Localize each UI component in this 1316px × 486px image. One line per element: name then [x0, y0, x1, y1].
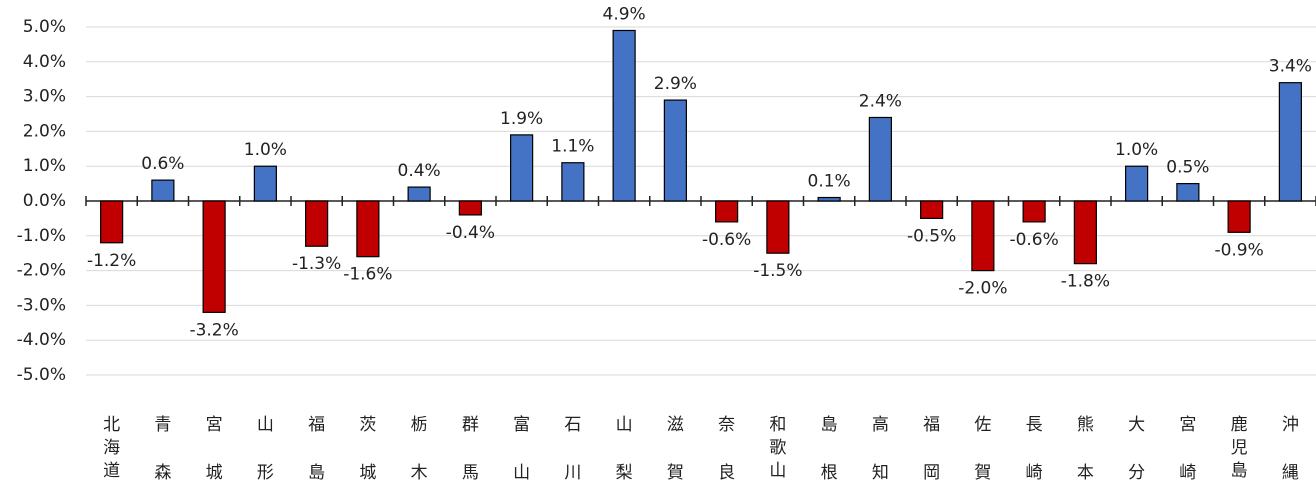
data-label: -0.6%: [702, 230, 751, 250]
x-tick-label: 茨城: [359, 415, 376, 483]
x-tick-label: 奈良: [718, 415, 735, 483]
data-label: 2.4%: [859, 91, 902, 111]
data-label: -0.6%: [1009, 230, 1058, 250]
y-tick-label: 1.0%: [23, 156, 66, 176]
bar: [920, 200, 944, 219]
bar: [715, 200, 739, 223]
data-label: 2.9%: [654, 74, 697, 94]
data-label: -1.2%: [87, 251, 136, 271]
x-tick-label: 富山: [513, 415, 530, 483]
bar: [202, 200, 226, 313]
x-tick-label: 宮城: [206, 415, 223, 483]
data-label: 1.1%: [551, 137, 594, 157]
data-label: 1.9%: [500, 109, 543, 129]
bar: [253, 165, 277, 202]
x-tick-label: 島根: [821, 415, 838, 483]
x-tick-label: 佐賀: [974, 415, 991, 483]
y-tick-label: -3.0%: [17, 295, 66, 315]
data-label: -0.9%: [1214, 240, 1263, 260]
y-tick-label: 5.0%: [23, 17, 66, 37]
data-label: 0.1%: [808, 172, 851, 192]
bar: [100, 200, 124, 244]
data-label: 0.4%: [398, 161, 441, 181]
bar: [561, 162, 585, 202]
x-tick-label: 大分: [1128, 415, 1145, 483]
data-label: 4.9%: [603, 4, 646, 24]
bar: [407, 186, 431, 202]
bar: [612, 29, 636, 202]
bar: [1125, 165, 1149, 202]
data-label: 0.6%: [141, 154, 184, 174]
x-tick-label: 宮崎: [1179, 415, 1196, 483]
x-tick-label: 石川: [564, 415, 581, 483]
x-tick-label: 福島: [308, 415, 325, 483]
bar: [868, 116, 892, 202]
x-tick-label: 長崎: [1026, 415, 1043, 483]
y-tick-label: 0.0%: [23, 191, 66, 211]
x-tick-label: 滋賀: [667, 415, 684, 483]
data-label: -0.5%: [907, 226, 956, 246]
data-label: 3.4%: [1269, 57, 1312, 77]
bar: [1176, 183, 1200, 202]
bar: [817, 196, 841, 202]
data-label: 1.0%: [244, 140, 287, 160]
data-label: -0.4%: [446, 223, 495, 243]
data-label: -1.8%: [1061, 272, 1110, 292]
bar: [1227, 200, 1251, 233]
x-tick-label: 北海道: [103, 415, 120, 481]
y-tick-label: 4.0%: [23, 52, 66, 72]
bar: [1022, 200, 1046, 223]
data-label: 0.5%: [1166, 158, 1209, 178]
x-tick-label: 山梨: [616, 415, 633, 483]
data-label: 1.0%: [1115, 140, 1158, 160]
bar: [1278, 82, 1302, 202]
bar: [971, 200, 995, 272]
bar: [458, 200, 482, 216]
data-label: -2.0%: [958, 279, 1007, 299]
x-tick-label: 和歌山: [769, 415, 786, 481]
bar: [1073, 200, 1097, 265]
data-label: -1.3%: [292, 254, 341, 274]
x-tick-label: 鹿児島: [1231, 415, 1248, 481]
y-tick-label: -4.0%: [17, 330, 66, 350]
x-tick-label: 福岡: [923, 415, 940, 483]
x-tick-label: 高知: [872, 415, 889, 483]
y-tick-label: -1.0%: [17, 226, 66, 246]
x-tick-label: 青森: [154, 415, 171, 483]
bar: [151, 179, 175, 202]
bar: [356, 200, 380, 258]
data-label: -1.5%: [753, 261, 802, 281]
y-tick-label: -2.0%: [17, 261, 66, 281]
x-tick-label: 栃木: [411, 415, 428, 483]
data-label: -3.2%: [189, 320, 238, 340]
y-tick-label: 3.0%: [23, 87, 66, 107]
x-tick-label: 熊本: [1077, 415, 1094, 483]
y-tick-label: 2.0%: [23, 121, 66, 141]
bar: [305, 200, 329, 247]
bar: [510, 134, 534, 202]
y-tick-label: -5.0%: [17, 365, 66, 385]
bar: [766, 200, 790, 254]
data-label: -1.6%: [343, 265, 392, 285]
x-tick-label: 群馬: [462, 415, 479, 483]
x-tick-label: 山形: [257, 415, 274, 483]
bar: [663, 99, 687, 202]
x-tick-label: 沖縄: [1282, 415, 1299, 483]
